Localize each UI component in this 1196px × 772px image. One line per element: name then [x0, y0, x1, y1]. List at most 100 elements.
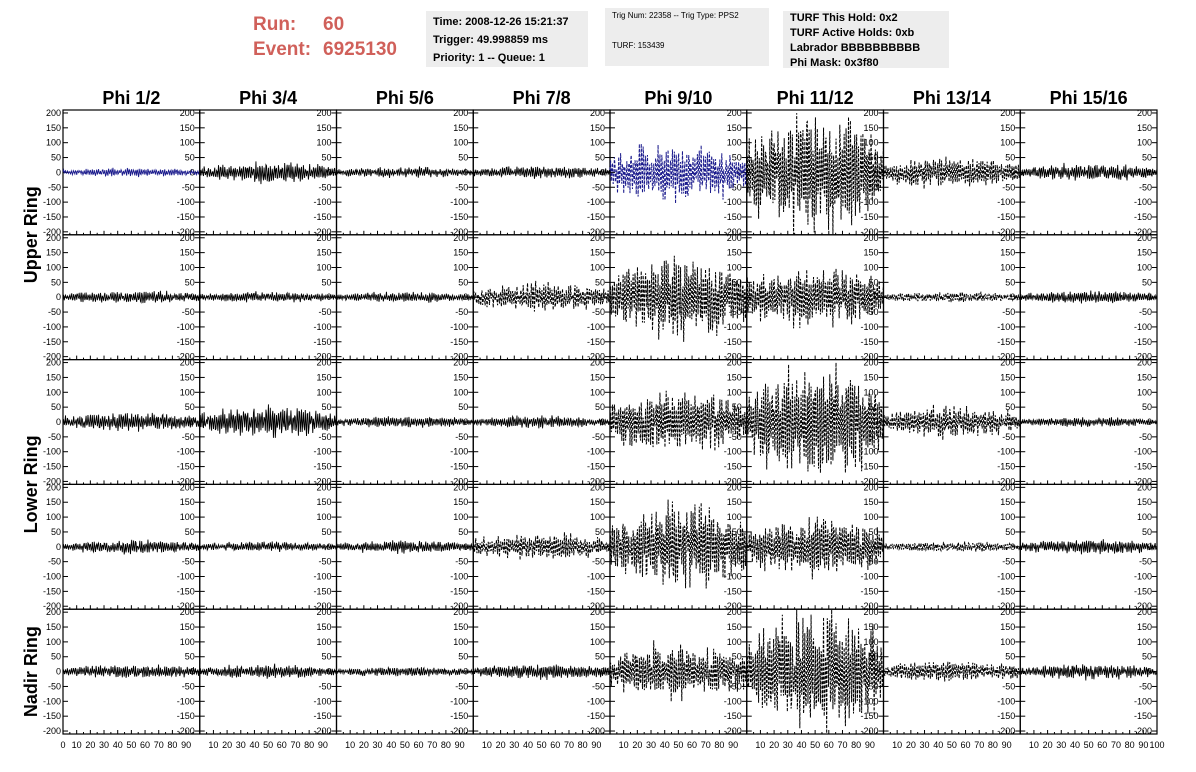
- y-tick-label-right: -50: [182, 681, 195, 691]
- y-tick-label: 0: [56, 292, 61, 302]
- x-tick-label: 90: [181, 740, 191, 750]
- y-tick-label-right: -150: [313, 337, 331, 347]
- y-tick-label-right: 150: [453, 248, 468, 258]
- x-tick-label: 80: [988, 740, 998, 750]
- y-tick-label-right: 150: [1137, 248, 1152, 258]
- y-tick-label-right: 150: [863, 123, 878, 133]
- y-tick-label-right: 100: [180, 387, 195, 397]
- y-tick-label-right: -50: [318, 307, 331, 317]
- y-tick-label: 200: [46, 482, 61, 492]
- y-tick-label-right: 200: [316, 482, 331, 492]
- x-tick-label: 90: [1002, 740, 1012, 750]
- y-tick-label-right: -150: [860, 337, 878, 347]
- x-tick-label: 20: [359, 740, 369, 750]
- y-tick-label-right: -50: [592, 182, 605, 192]
- y-tick-label-right: 150: [590, 123, 605, 133]
- x-tick-label: 40: [249, 740, 259, 750]
- y-tick-label-right: 100: [590, 262, 605, 272]
- y-tick-label-right: -50: [182, 432, 195, 442]
- y-tick-label-right: -100: [177, 572, 195, 582]
- y-tick-label-right: -50: [455, 557, 468, 567]
- x-tick-label: 30: [646, 740, 656, 750]
- column-title: Phi 3/4: [239, 88, 297, 108]
- y-tick-label-right: 50: [1142, 652, 1152, 662]
- y-tick-label: 100: [46, 262, 61, 272]
- y-tick-label: 200: [46, 108, 61, 118]
- y-tick-label-right: 100: [180, 512, 195, 522]
- waveform-trace: [883, 404, 1021, 441]
- y-tick-label-right: -100: [860, 447, 878, 457]
- y-tick-label-right: -100: [1134, 572, 1152, 582]
- y-tick-label-right: 200: [180, 482, 195, 492]
- y-tick-label-right: 50: [1005, 277, 1015, 287]
- x-tick-label: 10: [1029, 740, 1039, 750]
- y-tick-label-right: -50: [729, 182, 742, 192]
- x-tick-label: 50: [810, 740, 820, 750]
- x-tick-label: 100: [1149, 740, 1164, 750]
- y-tick-label-right: -150: [724, 711, 742, 721]
- x-tick-label: 20: [906, 740, 916, 750]
- trig-info-box: Trig Num: 22358 -- Trig Type: PPS2 TURF:…: [605, 8, 769, 66]
- y-tick-label-right: 100: [863, 262, 878, 272]
- y-tick-label-right: 100: [1000, 637, 1015, 647]
- y-tick-label: 100: [46, 637, 61, 647]
- y-tick-label-right: 50: [732, 527, 742, 537]
- y-tick-label: 150: [46, 123, 61, 133]
- x-tick-label: 90: [1138, 740, 1148, 750]
- y-tick-label-right: 100: [727, 138, 742, 148]
- y-tick-label: -100: [43, 696, 61, 706]
- y-tick-label-right: 150: [1000, 497, 1015, 507]
- x-tick-label: 70: [974, 740, 984, 750]
- y-tick-label-right: 100: [453, 637, 468, 647]
- y-tick-label-right: 100: [1137, 512, 1152, 522]
- y-tick-label: -50: [48, 681, 61, 691]
- y-tick-label-right: -50: [318, 681, 331, 691]
- x-tick-label: 10: [892, 740, 902, 750]
- y-tick-label-right: 50: [1142, 153, 1152, 163]
- y-tick-label-right: -50: [592, 307, 605, 317]
- waveform-trace: [746, 113, 884, 235]
- y-tick-label-right: 50: [185, 652, 195, 662]
- y-tick-label-right: 50: [458, 527, 468, 537]
- y-tick-label-right: -50: [1002, 432, 1015, 442]
- y-tick-label-right: -100: [587, 572, 605, 582]
- y-tick-label-right: 150: [727, 372, 742, 382]
- y-tick-label-right: -100: [177, 322, 195, 332]
- y-tick-label-right: -50: [1002, 557, 1015, 567]
- y-tick-label-right: -100: [313, 197, 331, 207]
- y-tick-label-right: -100: [997, 572, 1015, 582]
- y-tick-label-right: 50: [185, 277, 195, 287]
- y-tick-label-right: -100: [587, 447, 605, 457]
- y-tick-label: 100: [46, 387, 61, 397]
- x-tick-label: 40: [386, 740, 396, 750]
- waveform-trace: [472, 280, 611, 312]
- y-tick-label-right: -150: [587, 462, 605, 472]
- y-tick-label-right: 150: [863, 372, 878, 382]
- y-tick-label: -100: [43, 197, 61, 207]
- run-event-header: Run: 60 Event: 6925130: [253, 12, 397, 62]
- waveform-trace: [883, 156, 1021, 189]
- waveform-trace: [336, 416, 474, 428]
- waveform-trace: [472, 166, 611, 179]
- y-tick-label-right: -100: [177, 447, 195, 457]
- y-tick-label-right: -150: [177, 711, 195, 721]
- y-tick-label: -200: [43, 726, 61, 736]
- x-tick-label: 30: [920, 740, 930, 750]
- y-tick-label-right: 100: [1137, 138, 1152, 148]
- y-tick-label-right: 150: [453, 123, 468, 133]
- y-tick-label-right: 200: [316, 233, 331, 243]
- y-tick-label-right: 150: [727, 622, 742, 632]
- y-tick-label-right: 50: [732, 153, 742, 163]
- y-tick-label-right: -50: [455, 307, 468, 317]
